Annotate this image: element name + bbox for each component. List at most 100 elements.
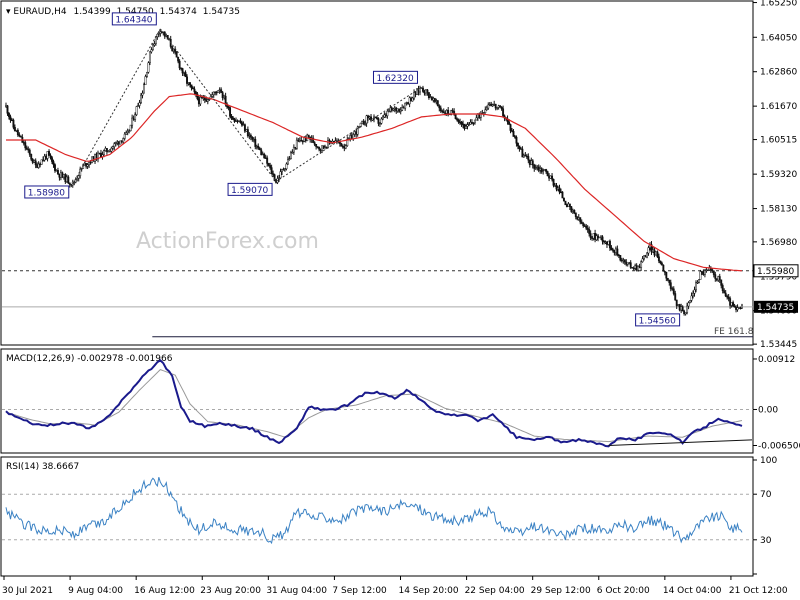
candle-body bbox=[666, 277, 669, 281]
candle-body bbox=[100, 152, 102, 157]
candle-body bbox=[674, 293, 677, 301]
candle-body bbox=[59, 172, 62, 178]
candle-body bbox=[656, 251, 659, 258]
candle-body bbox=[89, 162, 92, 164]
candle-body bbox=[232, 117, 234, 120]
candle-body bbox=[628, 262, 631, 264]
candle-body bbox=[272, 173, 275, 175]
candle-body bbox=[450, 110, 453, 115]
macd-tick-label: 0.00912 bbox=[758, 355, 795, 365]
candle-body bbox=[582, 223, 585, 226]
candle-body bbox=[313, 142, 316, 145]
candle-body bbox=[657, 256, 660, 262]
candle-body bbox=[512, 131, 515, 137]
candle-body bbox=[592, 233, 595, 239]
candle-body bbox=[482, 112, 485, 114]
candle-body bbox=[465, 126, 467, 129]
candle-body bbox=[36, 164, 39, 168]
price-tick-label: 1.62860 bbox=[760, 68, 797, 78]
candle-body bbox=[148, 51, 151, 63]
candle-body bbox=[211, 94, 214, 97]
candle-body bbox=[282, 169, 285, 171]
candle-body bbox=[726, 295, 729, 298]
header-open: 1.54399 bbox=[73, 7, 110, 17]
current-price-box bbox=[754, 300, 798, 313]
candle-body bbox=[193, 88, 196, 93]
candle-body bbox=[606, 241, 608, 245]
candle-body bbox=[376, 117, 378, 119]
candle-body bbox=[705, 269, 708, 271]
candle-body bbox=[524, 155, 527, 157]
candle-body bbox=[485, 107, 488, 111]
price-panel-border bbox=[0, 0, 754, 346]
candle-body bbox=[98, 152, 101, 155]
candle-body bbox=[42, 159, 45, 161]
candle-body bbox=[223, 95, 226, 98]
candle-body bbox=[540, 168, 543, 172]
candle-body bbox=[340, 143, 343, 147]
time-tick-label: 9 Aug 04:00 bbox=[68, 586, 123, 596]
rsi-line bbox=[5, 477, 743, 545]
pivot-label: 1.64340 bbox=[115, 15, 152, 25]
candle-body bbox=[432, 98, 435, 101]
candle-body bbox=[466, 124, 469, 127]
pivot-label-box bbox=[372, 70, 418, 84]
candle-body bbox=[567, 203, 570, 207]
candle-body bbox=[215, 91, 218, 94]
price-tick-label: 1.58130 bbox=[760, 205, 797, 215]
candle-body bbox=[194, 91, 197, 95]
candle-body bbox=[739, 307, 742, 310]
candle-body bbox=[260, 149, 263, 156]
candle-body bbox=[518, 145, 521, 149]
swing-dotted-line bbox=[275, 86, 422, 182]
candle-body bbox=[294, 146, 297, 149]
price-axis: 1.65250 1.64050 1.62860 1.61670 1.60515 1.593… bbox=[753, 0, 797, 350]
candle-body bbox=[377, 118, 380, 124]
candle-body bbox=[398, 108, 401, 112]
candle-body bbox=[300, 140, 303, 142]
candle-body bbox=[410, 97, 413, 102]
candle-body bbox=[12, 119, 15, 128]
candle-body bbox=[644, 255, 647, 258]
candle-body bbox=[551, 175, 554, 180]
candle-body bbox=[573, 209, 576, 214]
candle-body bbox=[405, 102, 408, 104]
candle-body bbox=[13, 127, 16, 132]
candle-body bbox=[564, 200, 567, 206]
candle-body bbox=[552, 179, 555, 186]
candle-body bbox=[631, 267, 634, 269]
candle-body bbox=[543, 169, 546, 171]
current-price-label: 1.54735 bbox=[757, 303, 794, 313]
candle-body bbox=[386, 110, 389, 117]
candle-body bbox=[307, 134, 310, 138]
candle-body bbox=[123, 133, 126, 139]
candle-body bbox=[620, 259, 623, 262]
candle-body bbox=[102, 150, 105, 155]
candle-body bbox=[239, 120, 242, 123]
candle-body bbox=[399, 109, 402, 112]
candle-body bbox=[729, 298, 732, 306]
candle-body bbox=[696, 282, 699, 284]
candle-body bbox=[426, 89, 429, 93]
moving-average-line bbox=[6, 93, 743, 272]
candle-body bbox=[52, 161, 55, 165]
candle-body bbox=[634, 265, 637, 269]
annotations: 1.64340 1.58980 1.59070 1.62320 1.54560 bbox=[24, 12, 681, 327]
fibonacci-extension-label: FE 161.8 bbox=[714, 327, 754, 337]
candle-body bbox=[414, 92, 417, 95]
candle-body bbox=[558, 187, 561, 193]
candle-body bbox=[580, 221, 583, 224]
candle-body bbox=[494, 103, 497, 109]
candle-body bbox=[285, 163, 288, 170]
rsi-tick-label: 100 bbox=[760, 456, 777, 466]
time-tick-label: 21 Oct 12:00 bbox=[729, 586, 788, 596]
candle-body bbox=[33, 160, 36, 163]
candle-body bbox=[603, 240, 605, 243]
candle-body bbox=[288, 158, 291, 160]
candle-body bbox=[601, 236, 604, 242]
candle-body bbox=[236, 120, 239, 123]
candle-body bbox=[119, 140, 122, 145]
candle-body bbox=[519, 148, 522, 150]
candle-body bbox=[404, 102, 407, 109]
rsi-title: RSI(14) 38.6667 bbox=[6, 462, 79, 472]
